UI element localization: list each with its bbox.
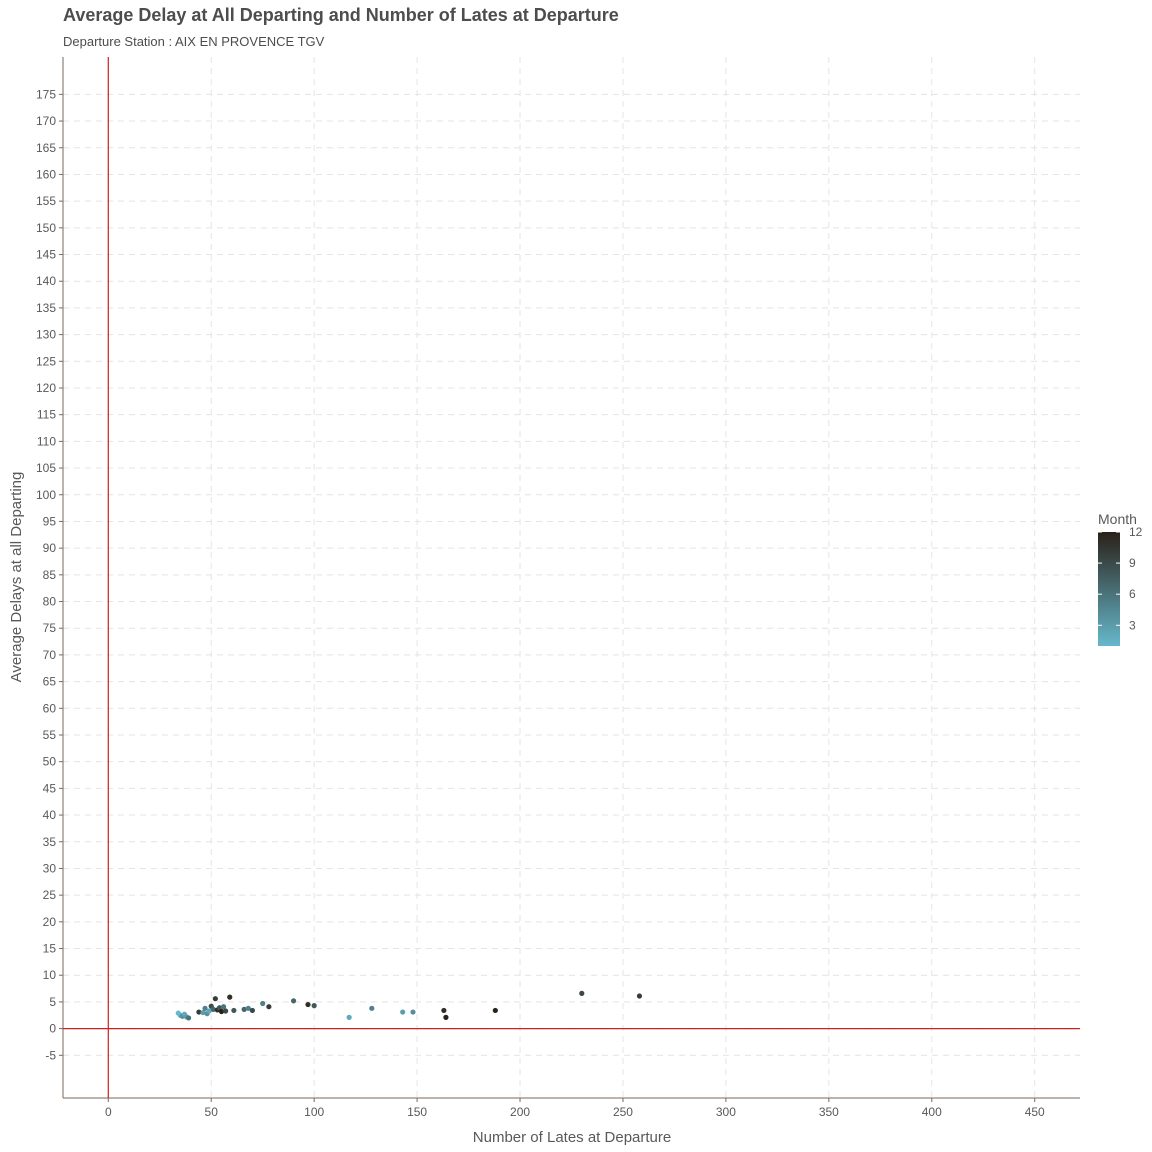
y-tick-label: 35 — [43, 835, 57, 849]
data-point — [305, 1001, 311, 1008]
data-point — [212, 996, 218, 1002]
legend-colorbar — [1098, 532, 1120, 646]
month-legend: Month 12 9 6 3 — [1098, 511, 1143, 646]
y-tick-label: 130 — [36, 328, 56, 342]
x-tick-label: 150 — [407, 1105, 427, 1119]
x-axis-title: Number of Lates at Departure — [473, 1129, 671, 1146]
y-tick-label: 100 — [36, 488, 56, 502]
y-tick-label: 110 — [37, 434, 56, 448]
x-tick-label: 350 — [819, 1105, 839, 1119]
data-point — [266, 1004, 272, 1010]
data-point — [410, 1009, 416, 1015]
data-point — [218, 1008, 225, 1015]
chart-title: Average Delay at All Departing and Numbe… — [63, 5, 619, 25]
chart-subtitle: Departure Station : AIX EN PROVENCE TGV — [63, 34, 325, 49]
x-tick-label: 100 — [304, 1105, 324, 1119]
data-points — [175, 990, 643, 1021]
y-tick-label: 105 — [36, 461, 56, 475]
grid-lines — [63, 57, 1080, 1098]
data-point — [369, 1005, 375, 1011]
y-tick-label: 155 — [36, 194, 56, 208]
data-point — [241, 1006, 247, 1012]
y-tick-label: 15 — [43, 942, 57, 956]
y-tick-label: 0 — [49, 1022, 56, 1036]
data-point — [245, 1005, 251, 1011]
data-point — [220, 1004, 227, 1010]
y-tick-label: 45 — [43, 781, 57, 795]
y-tick-label: 115 — [37, 408, 56, 422]
legend-tick-label: 12 — [1129, 525, 1143, 539]
x-tick-label: 450 — [1025, 1105, 1045, 1119]
data-point — [492, 1007, 498, 1014]
data-point — [196, 1009, 202, 1015]
reference-lines — [63, 57, 1080, 1098]
legend-tick-label: 9 — [1129, 556, 1136, 570]
y-tick-label: 80 — [43, 595, 57, 609]
data-point — [346, 1014, 352, 1020]
legend-tick-label: 3 — [1129, 618, 1136, 632]
y-tick-label: 75 — [43, 621, 57, 635]
y-tick-label: 120 — [36, 381, 56, 395]
data-point — [636, 993, 643, 999]
y-tick-label: 60 — [43, 701, 57, 715]
y-tick-label: 10 — [43, 968, 57, 982]
y-tick-label: 140 — [36, 274, 56, 288]
legend-title: Month — [1098, 511, 1137, 527]
y-tick-label: 5 — [49, 995, 56, 1009]
y-tick-label: 170 — [36, 114, 56, 128]
data-point — [579, 990, 585, 996]
x-tick-label: 200 — [510, 1105, 530, 1119]
y-tick-label: 85 — [43, 568, 57, 582]
y-tick-label: 135 — [36, 301, 56, 315]
x-tick-label: 50 — [205, 1105, 219, 1119]
y-tick-label: 65 — [43, 675, 57, 689]
axes: -5 0 5 10 15 20 25 30 35 40 45 50 55 60 65 70 75 80 85 90 95… — [36, 57, 1080, 1119]
y-tick-label: 50 — [43, 755, 57, 769]
y-tick-label: 165 — [36, 141, 56, 155]
data-point — [202, 1005, 208, 1011]
data-point — [249, 1007, 256, 1014]
y-tick-label: -5 — [45, 1048, 56, 1062]
x-tick-label: 250 — [613, 1105, 633, 1119]
legend-tick-label: 6 — [1129, 587, 1136, 601]
data-point — [210, 1006, 216, 1012]
y-tick-label: 95 — [43, 514, 57, 528]
data-point — [290, 998, 297, 1004]
y-tick-label: 145 — [36, 248, 56, 262]
y-tick-label: 40 — [43, 808, 57, 822]
y-tick-label: 175 — [36, 87, 56, 101]
data-point — [227, 994, 233, 1000]
data-point — [311, 1003, 317, 1009]
y-tick-label: 125 — [36, 354, 56, 368]
data-point — [260, 1000, 266, 1007]
x-tick-label: 300 — [716, 1105, 736, 1119]
data-point — [200, 1009, 206, 1016]
data-point — [206, 1008, 212, 1014]
x-tick-label: 0 — [105, 1105, 112, 1119]
y-tick-label: 150 — [36, 221, 56, 235]
y-tick-label: 20 — [43, 915, 57, 929]
data-point — [231, 1007, 237, 1014]
y-tick-label: 30 — [43, 861, 57, 875]
y-tick-label: 70 — [43, 648, 57, 662]
y-axis-title: Average Delays at all Departing — [8, 472, 25, 683]
data-point — [175, 1010, 181, 1016]
data-point — [223, 1008, 229, 1014]
legend-ticks: 12 9 6 3 — [1098, 525, 1143, 632]
data-point — [443, 1014, 449, 1020]
y-tick-label: 90 — [43, 541, 57, 555]
data-point — [185, 1015, 192, 1021]
data-point — [441, 1007, 447, 1014]
y-tick-label: 160 — [36, 167, 56, 181]
y-tick-label: 25 — [43, 888, 57, 902]
y-tick-label: 55 — [43, 728, 57, 742]
data-point — [400, 1009, 406, 1015]
x-tick-label: 400 — [922, 1105, 942, 1119]
